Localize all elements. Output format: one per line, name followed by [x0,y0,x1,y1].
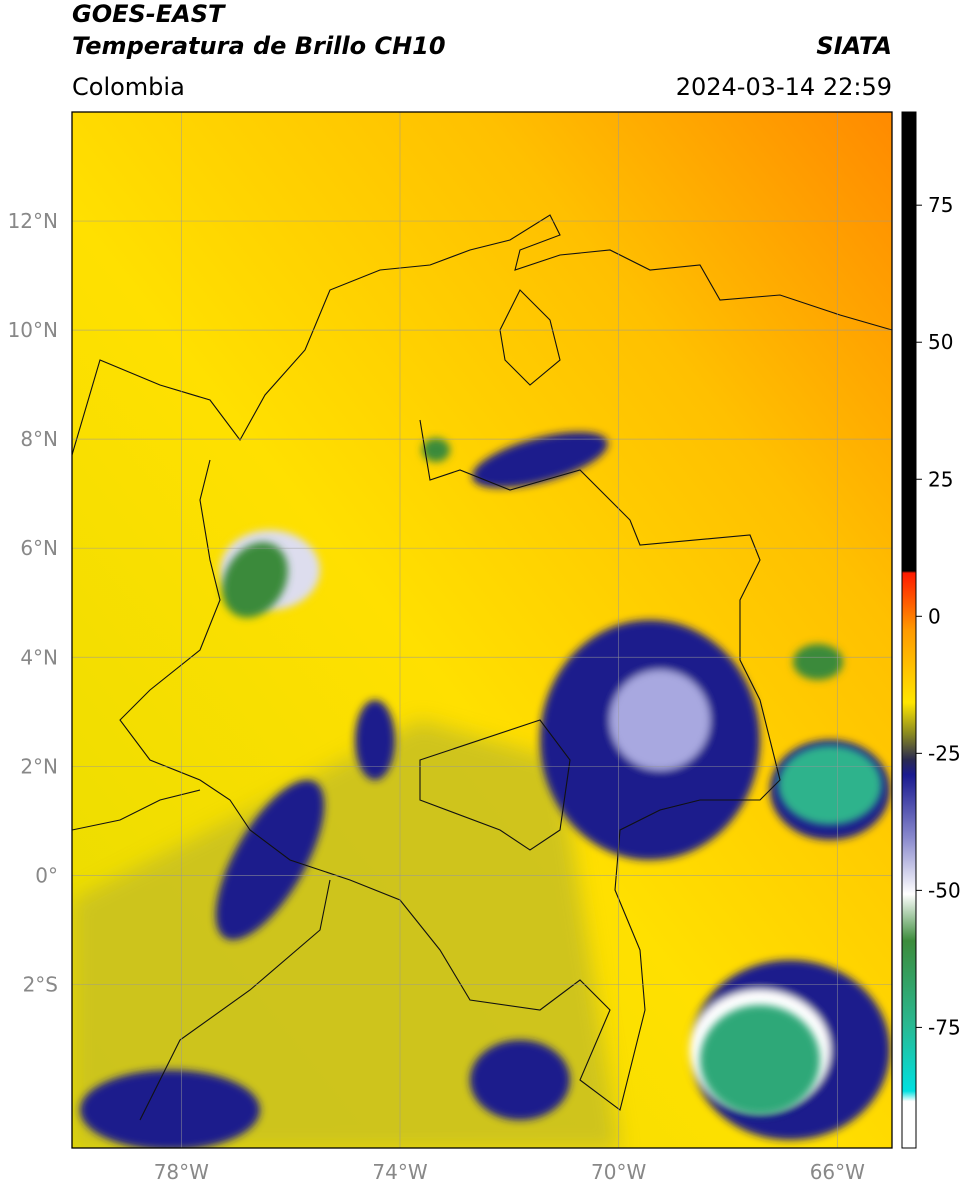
datetime: 2024-03-14 22:59 [676,73,892,101]
x-tick-label: 78°W [154,1160,209,1184]
colorbar-tick-label: -50 [928,878,961,902]
colorbar-tick-label: -25 [928,741,961,765]
y-tick-label: 6°N [20,536,58,560]
x-tick-label: 70°W [591,1160,646,1184]
y-tick-label: 2°S [23,972,58,996]
y-tick-label: 12°N [8,209,58,233]
title: GOES-EAST [72,0,226,28]
subtitle: Temperatura de Brillo CH10 [72,32,446,60]
x-tick-label: 66°W [810,1160,865,1184]
colorbar-tick-label: -75 [928,1015,961,1039]
colorbar [901,111,917,1149]
graticule: 78°W 74°W 70°W 66°W 12°N 10°N 8°N 6°N 4°N 2°N 0° 2°… [8,112,892,1184]
y-tick-label: 2°N [20,754,58,778]
colorbar-ticks: 75 50 25 0 -25 -50 -75 [916,193,961,1039]
colorbar-tick-label: 50 [928,330,953,354]
x-tick-label: 74°W [372,1160,427,1184]
map-image [72,112,892,1148]
y-tick-label: 10°N [8,318,58,342]
map-frame [71,111,893,1149]
source: SIATA [816,32,892,60]
colorbar-tick-label: 0 [928,604,941,628]
colorbar-tick-label: 25 [928,467,953,491]
region: Colombia [72,73,185,101]
y-tick-label: 0° [35,863,58,887]
y-tick-label: 4°N [20,645,58,669]
y-tick-label: 8°N [20,427,58,451]
colorbar-tick-label: 75 [928,193,953,217]
